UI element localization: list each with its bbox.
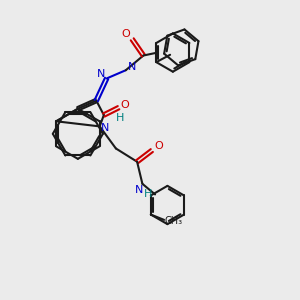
Text: O: O <box>120 100 129 110</box>
Text: N: N <box>101 123 109 133</box>
Text: N: N <box>97 69 106 79</box>
Text: CH₃: CH₃ <box>164 216 183 226</box>
Text: H: H <box>144 188 152 199</box>
Text: N: N <box>135 185 144 195</box>
Text: O: O <box>154 141 163 151</box>
Text: H: H <box>116 113 124 123</box>
Text: N: N <box>128 62 136 72</box>
Text: O: O <box>122 29 130 39</box>
